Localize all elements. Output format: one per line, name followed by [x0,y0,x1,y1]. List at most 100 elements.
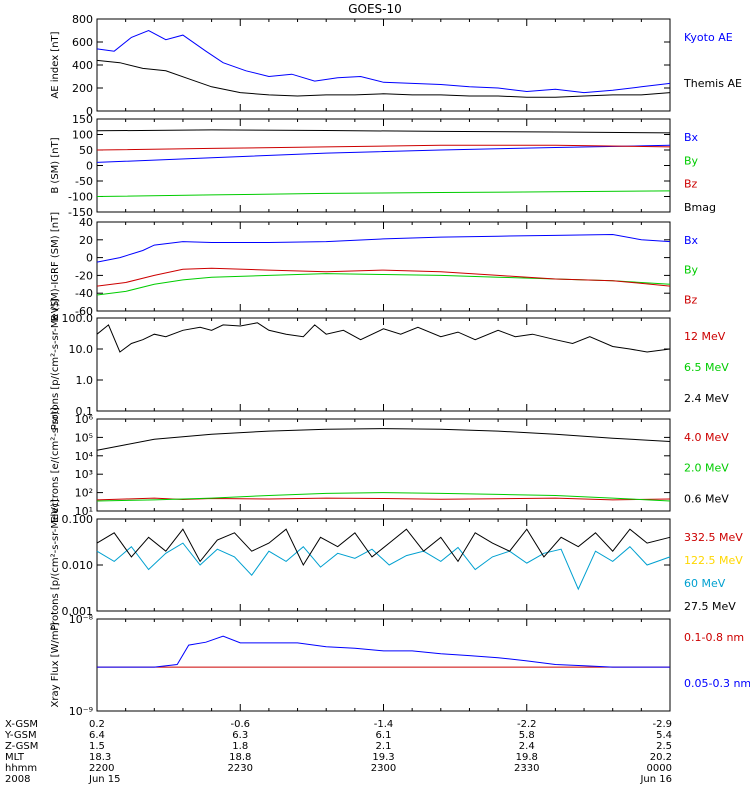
ephemeris-value: 0000 [647,763,672,774]
legend-entry: Themis AE [683,77,742,90]
y-tick-label: -60 [75,305,93,318]
y-tick-label: 20 [79,234,93,247]
ephemeris-value: 5.4 [656,730,672,741]
ephemeris-value: 2200 [89,763,114,774]
ephemeris-value: 0.2 [89,719,105,730]
ephemeris-label: Y-GSM [4,730,37,741]
y-tick-label: 100.0 [62,312,94,325]
series-line [96,267,671,287]
panel-frame [96,18,671,112]
y-axis-label: Protons [p/(cm²-s-sr-MeV)] [50,299,61,431]
legend-entry: 27.5 MeV [684,600,736,613]
series-line [96,190,671,197]
y-tick-label: 0.010 [62,559,94,572]
y-tick-label: 10.0 [69,343,94,356]
y-tick-label: 10¹ [75,505,93,518]
y-axis-label: Xray Flux [W/m²] [50,622,61,707]
series-line [96,322,671,353]
y-tick-label: 0.001 [62,605,94,618]
legend-entry: 4.0 MeV [684,431,729,444]
y-tick-label: -20 [75,269,93,282]
legend-entry: 0.6 MeV [684,492,729,505]
y-tick-label: 200 [72,82,93,95]
series-line [96,29,671,94]
y-tick-label: 1.0 [76,374,94,387]
series-line [96,233,671,263]
ephemeris-value: 6.4 [89,730,105,741]
ephemeris-value: 20.2 [650,752,672,763]
series-line [96,528,671,567]
legend-entry: By [684,264,699,277]
legend-entry: 0.1-0.8 nm [684,631,744,644]
ephemeris-value: 18.8 [229,752,251,763]
legend-entry: By [684,154,699,167]
ephemeris-value: -1.4 [374,719,394,730]
y-axis-label: B (SM) [nT] [50,137,61,193]
legend-entry: Bx [684,131,699,144]
series-line [96,59,671,98]
y-tick-label: 600 [72,36,93,49]
ephemeris-value: 6.1 [376,730,392,741]
y-tick-label: 10⁻⁹ [69,705,93,718]
y-axis-label: AE index [nT] [50,31,61,98]
panel-frame [96,317,671,412]
y-axis-label: Electrons [e/(cm²-s-sr)] [50,407,61,523]
series-line [96,542,671,591]
y-axis-label: Protons [p/(cm²-s-sr-MeV)] [50,499,61,631]
ephemeris-value: 18.3 [89,752,111,763]
y-tick-label: 100 [72,129,93,142]
series-line [96,273,671,296]
legend-entry: 0.05-0.3 nm [684,677,750,690]
legend-entry: Bx [684,234,699,247]
series-line [96,428,671,451]
y-tick-label: 50 [79,144,93,157]
y-tick-label: 10³ [75,468,93,481]
chart-title: GOES-10 [348,2,402,16]
ephemeris-value: 2300 [371,763,396,774]
y-tick-label: 0.1 [76,405,94,418]
series-line [96,144,671,151]
y-tick-label: -150 [68,206,93,219]
series-line [97,635,670,668]
ephemeris-value: Jun 15 [88,774,121,785]
y-tick-label: -100 [68,191,93,204]
ephemeris-value: 1.5 [89,741,105,752]
panel-frame [96,618,671,712]
ephemeris-label: hhmm [5,763,37,774]
legend-entry: 2.4 MeV [684,392,729,405]
y-tick-label: 10⁴ [75,450,94,463]
ephemeris-value: -2.2 [517,719,537,730]
legend-entry: 60 MeV [684,577,726,590]
ephemeris-value: 19.8 [516,752,538,763]
y-tick-label: -40 [75,287,93,300]
ephemeris-label: X-GSM [5,719,38,730]
y-tick-label: 10⁵ [75,431,93,444]
ephemeris-label: MLT [5,752,25,763]
series-line [96,497,671,501]
y-tick-label: 40 [79,216,93,229]
legend-entry: 332.5 MeV [684,531,743,544]
y-tick-label: 10⁻⁸ [69,613,94,626]
y-tick-label: 0 [86,252,93,265]
ephemeris-value: Jun 16 [639,774,672,785]
legend-entry: 2.0 MeV [684,462,729,475]
ephemeris-label: Z-GSM [5,741,38,752]
ephemeris-value: 6.3 [232,730,248,741]
legend-entry: Bz [684,178,698,191]
ephemeris-value: 1.8 [232,741,248,752]
ephemeris-value: -0.6 [230,719,250,730]
y-axis-label: B (SM)-IGRF (SM) [nT] [50,212,61,321]
y-tick-label: 10⁶ [75,413,94,426]
series-line [96,144,671,163]
legend-entry: Bz [684,293,698,306]
ephemeris-value: 19.3 [372,752,394,763]
y-tick-label: -50 [75,175,93,188]
y-tick-label: 800 [72,13,93,26]
series-line [96,492,671,502]
ephemeris-value: 2.5 [656,741,672,752]
ephemeris-value: -2.9 [652,719,672,730]
y-tick-label: 0 [86,160,93,173]
legend-entry: 12 MeV [684,330,726,343]
ephemeris-value: 2330 [514,763,539,774]
